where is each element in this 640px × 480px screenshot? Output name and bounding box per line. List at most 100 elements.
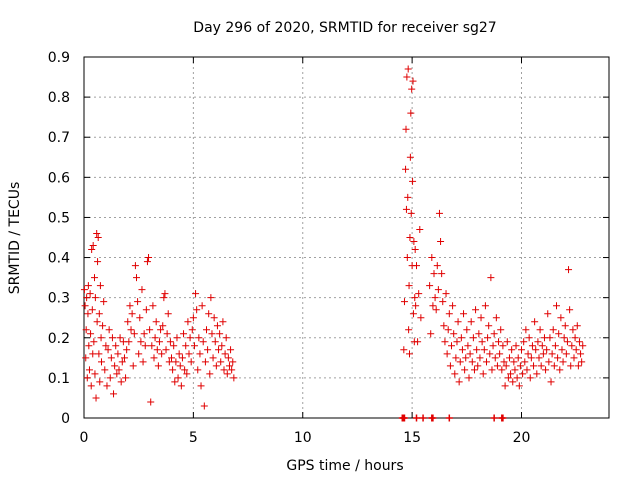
data-point	[140, 330, 148, 338]
data-point	[221, 350, 229, 358]
data-point	[530, 362, 538, 370]
data-point	[402, 165, 410, 173]
data-point	[558, 346, 566, 354]
y-axis-label: SRMTID / TECUs	[7, 182, 23, 295]
data-point	[496, 350, 504, 358]
data-point	[178, 354, 186, 362]
data-point	[407, 209, 415, 217]
data-point	[403, 73, 411, 81]
data-point	[89, 242, 97, 250]
data-point	[137, 338, 145, 346]
grid	[84, 57, 609, 418]
data-point	[519, 370, 527, 378]
data-point	[521, 358, 529, 366]
data-point	[176, 362, 184, 370]
data-point	[525, 334, 533, 342]
data-point	[219, 318, 227, 326]
data-point	[578, 358, 586, 366]
data-point	[90, 338, 98, 346]
data-point	[157, 326, 165, 334]
data-point	[184, 318, 192, 326]
data-point	[505, 354, 513, 362]
data-point	[550, 362, 558, 370]
data-point	[145, 254, 153, 262]
data-point	[104, 346, 112, 354]
data-point	[465, 374, 473, 382]
data-point	[131, 262, 139, 270]
data-point	[466, 350, 474, 358]
data-point	[206, 370, 214, 378]
data-point	[532, 346, 540, 354]
data-point	[207, 294, 215, 302]
data-point	[410, 238, 418, 246]
data-point	[444, 326, 452, 334]
data-point	[445, 414, 453, 422]
data-point	[105, 326, 113, 334]
data-point	[557, 314, 565, 322]
x-tick-label: 15	[403, 430, 421, 446]
data-point	[435, 209, 443, 217]
data-point	[129, 362, 137, 370]
data-point	[441, 338, 449, 346]
data-point	[545, 358, 553, 366]
data-point	[175, 350, 183, 358]
chart-title: Day 296 of 2020, SRMTID for receiver sg2…	[193, 20, 496, 36]
data-point	[125, 338, 133, 346]
data-point	[130, 330, 138, 338]
data-point	[431, 294, 439, 302]
data-point	[567, 362, 575, 370]
y-tick-label: 0.5	[48, 210, 70, 226]
data-point	[455, 378, 463, 386]
axis-ticks	[83, 56, 609, 419]
data-point	[108, 334, 116, 342]
data-point	[515, 382, 523, 390]
data-point	[570, 354, 578, 362]
data-point	[166, 338, 174, 346]
data-point	[154, 362, 162, 370]
data-point	[205, 310, 213, 318]
y-tick-label: 0	[61, 411, 70, 427]
data-point	[183, 370, 191, 378]
data-point	[551, 342, 559, 350]
data-point	[190, 342, 198, 350]
data-point	[522, 326, 530, 334]
y-tick-label: 0.6	[48, 170, 70, 186]
data-point	[548, 350, 556, 358]
data-point	[211, 338, 219, 346]
data-point	[400, 346, 408, 354]
data-point	[186, 334, 194, 342]
data-point	[536, 326, 544, 334]
plot-frame	[83, 56, 610, 419]
data-point	[577, 350, 585, 358]
data-point	[499, 414, 507, 422]
data-point	[493, 362, 501, 370]
data-point	[148, 342, 156, 350]
data-point	[147, 398, 155, 406]
data-point	[127, 326, 135, 334]
data-point	[504, 374, 512, 382]
data-point	[400, 298, 408, 306]
data-point	[456, 358, 464, 366]
data-point	[113, 370, 121, 378]
data-point	[526, 374, 534, 382]
data-point	[203, 326, 210, 334]
data-point	[196, 350, 204, 358]
data-point	[563, 338, 571, 346]
data-point	[537, 362, 545, 370]
data-point	[553, 302, 560, 310]
data-point	[442, 290, 450, 298]
data-point	[150, 354, 158, 362]
data-point	[103, 382, 111, 390]
data-point	[158, 350, 166, 358]
data-point	[453, 338, 461, 346]
data-point	[413, 262, 420, 270]
data-point	[498, 366, 506, 374]
data-point	[96, 282, 104, 290]
data-point	[438, 270, 446, 278]
data-point	[159, 322, 167, 330]
data-points	[80, 65, 587, 422]
data-point	[440, 322, 448, 330]
data-point	[479, 370, 487, 378]
data-point	[464, 342, 472, 350]
data-point	[468, 358, 476, 366]
